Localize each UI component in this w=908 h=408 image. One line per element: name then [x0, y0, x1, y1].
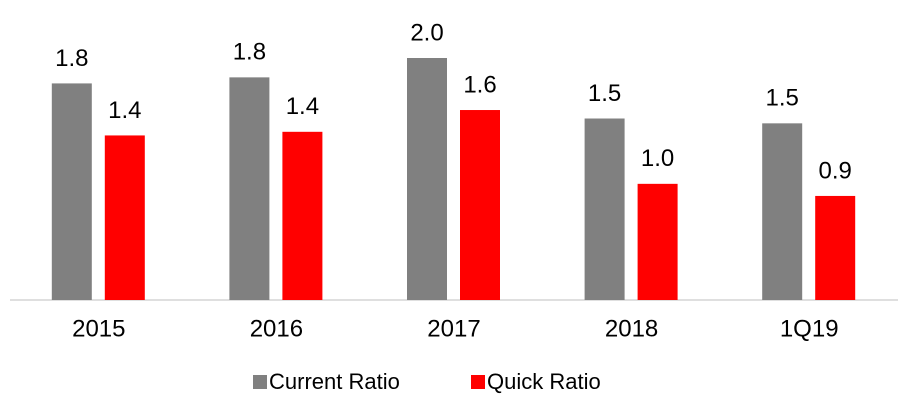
data-label: 1.5: [588, 80, 621, 107]
data-label: 1.8: [55, 45, 88, 72]
x-tick-label: 2016: [250, 315, 303, 342]
bar: [51, 83, 92, 300]
bar: [104, 135, 145, 300]
data-label: 1.4: [286, 93, 319, 120]
data-label: 2.0: [410, 19, 443, 46]
bar: [815, 195, 856, 300]
bar: [762, 123, 803, 300]
legend-label: Quick Ratio: [487, 369, 601, 394]
bar: [229, 77, 270, 300]
data-label: 1.5: [766, 85, 799, 112]
data-label: 1.6: [463, 71, 496, 98]
legend-label: Current Ratio: [269, 369, 400, 394]
data-label: 0.9: [819, 157, 852, 184]
data-label: 1.4: [108, 97, 141, 124]
bar: [460, 110, 500, 300]
legend-swatch: [253, 375, 267, 389]
x-tick-label: 2015: [72, 315, 125, 342]
bar: [584, 118, 625, 300]
data-label: 1.8: [233, 39, 266, 66]
x-tick-label: 2018: [605, 315, 658, 342]
data-label: 1.0: [641, 145, 674, 172]
bar: [637, 183, 678, 300]
x-tick-label: 2017: [427, 315, 480, 342]
x-tick-label: 1Q19: [780, 315, 839, 342]
bar: [282, 131, 323, 300]
bar: [407, 58, 447, 300]
legend-swatch: [471, 375, 485, 389]
